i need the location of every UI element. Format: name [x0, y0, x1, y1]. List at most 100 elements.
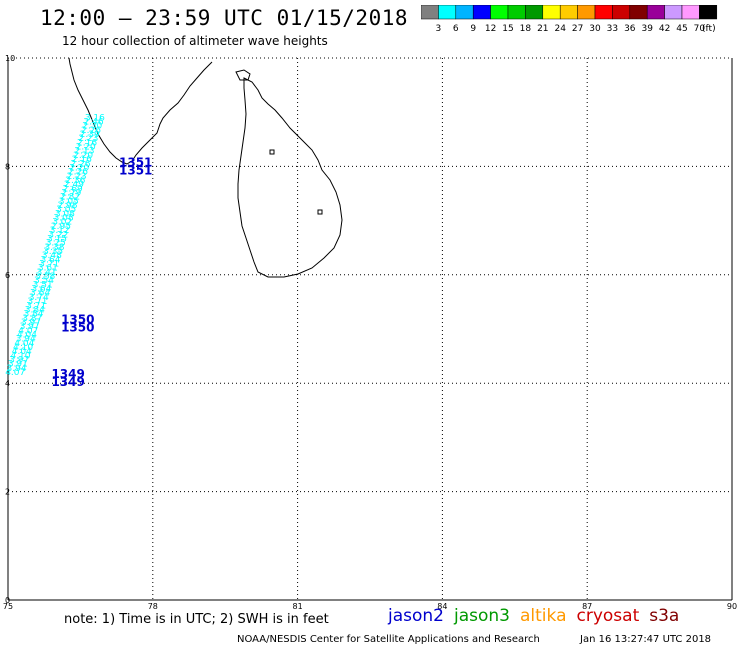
colorbar-label: 9: [470, 24, 476, 34]
pass-number-label: 1350: [61, 313, 94, 327]
colorbar-label: 45: [676, 24, 687, 34]
colorbar-label: 30: [589, 24, 601, 34]
swh-value: 3.97: [9, 356, 29, 366]
y-tick-label: 6: [5, 271, 10, 280]
x-tick-label: 84: [437, 602, 447, 610]
swh-value: 3.84: [25, 305, 45, 315]
swh-value: 3.15: [47, 234, 67, 244]
colorbar-label: 15: [502, 24, 513, 34]
colorbar-label: 21: [537, 24, 548, 34]
timestamp-text: Jan 16 13:27:47 UTC 2018: [580, 634, 712, 645]
swh-value: 3.64: [40, 255, 60, 265]
swh-value: 3.71: [26, 301, 46, 311]
swh-value: 4.04: [12, 347, 32, 357]
swh-value: 3.64: [31, 285, 51, 295]
colorbar-unit: (ft): [702, 24, 716, 34]
pass-number-label: 1349: [51, 367, 84, 381]
swh-value: 2.16: [72, 155, 92, 165]
swh-value: 2.26: [68, 168, 88, 178]
x-tick-label: 90: [727, 602, 737, 610]
altimeter-track: 3.162.462.302.262.392.232.162.202.132.20…: [5, 113, 105, 378]
coastline-india: [68, 57, 213, 165]
x-tick-label: 78: [148, 602, 158, 610]
swh-value: 3.12: [50, 226, 70, 236]
swh-value: 2.26: [70, 159, 90, 169]
legend-cryosat: cryosat: [576, 606, 640, 626]
colorbar-label: 24: [554, 24, 566, 34]
x-tick-label: 81: [293, 602, 303, 610]
swh-value: 3.05: [59, 197, 79, 207]
swh-value: 3.48: [42, 251, 62, 261]
pass-number-label: 1351: [119, 164, 152, 178]
pass-number-label: 1351: [119, 155, 152, 169]
colorbar-label: 42: [659, 24, 670, 34]
colorbar-label: 70: [694, 24, 706, 34]
colorbar-label: 36: [624, 24, 636, 34]
pass-number-label: 1350: [61, 321, 94, 335]
swh-value: 3.64: [30, 289, 50, 299]
swh-value: 3.35: [43, 247, 63, 257]
swh-value: 3.16: [85, 113, 105, 123]
swh-value: 3.97: [21, 318, 41, 328]
swh-value: 2.46: [84, 118, 104, 128]
swh-value: 3.22: [48, 230, 68, 240]
y-tick-label: 0: [5, 596, 10, 605]
swh-value: 3.84: [23, 310, 43, 320]
swh-value: 3.51: [33, 280, 53, 290]
swh-value: 3.97: [20, 322, 40, 332]
swh-value: 3.08: [54, 214, 74, 224]
swh-value: 2.23: [67, 172, 87, 182]
swh-value: 2.39: [80, 130, 100, 140]
swh-value: 2.36: [65, 176, 85, 186]
colorbar-label: 18: [520, 24, 532, 34]
map-grid: [7, 57, 733, 601]
colorbar-label: 3: [436, 24, 442, 34]
colorbar-label: 27: [572, 24, 583, 34]
y-tick-label: 4: [5, 379, 10, 388]
x-tick-label: 75: [3, 602, 13, 610]
page-subtitle: 12 hour collection of altimeter wave hei…: [62, 34, 328, 48]
swh-value: 3.02: [52, 218, 72, 228]
swh-value: 2.30: [82, 122, 102, 132]
swh-value: 3.38: [44, 243, 64, 253]
axis-labels: 75 78 81 84 87 90 0 2 4 6 8 10: [3, 54, 737, 610]
satellite-legend: jason2 jason3 altika cryosat s3a: [388, 606, 689, 626]
legend-jason3: jason3: [454, 606, 510, 626]
coastline-sri-lanka: [237, 77, 343, 278]
swh-value: 2.20: [76, 143, 96, 153]
swh-value: 3.08: [55, 209, 75, 219]
swh-value: 3.61: [38, 264, 58, 274]
swh-value: 4.04: [17, 330, 37, 340]
swh-value: 3.87: [22, 314, 42, 324]
swh-value: 2.20: [73, 151, 93, 161]
swh-value: 3.94: [16, 335, 36, 345]
coastline: [68, 57, 343, 278]
swh-value: 4.07: [5, 368, 25, 378]
swh-value: 2.69: [63, 184, 83, 194]
swh-value: 2.98: [57, 201, 77, 211]
colorbar-swatch: [699, 5, 718, 20]
legend-s3a: s3a: [649, 606, 680, 626]
colorbar-label: 6: [453, 24, 459, 34]
swh-value: 3.41: [37, 268, 57, 278]
legend-altika: altika: [520, 606, 567, 626]
swh-value: 3.74: [29, 293, 49, 303]
credit-text: NOAA/NESDIS Center for Satellite Applica…: [237, 634, 540, 645]
swh-value: 3.58: [35, 272, 55, 282]
y-tick-label: 10: [5, 54, 15, 63]
swh-value: 3.54: [34, 276, 54, 286]
y-tick-label: 2: [5, 488, 10, 497]
swh-value: 3.25: [46, 239, 66, 249]
swh-value: 2.26: [81, 126, 101, 136]
colorbar-label: 12: [485, 24, 496, 34]
y-tick-label: 8: [5, 162, 10, 171]
note-text: note: 1) Time is in UTC; 2) SWH is in fe…: [64, 612, 329, 627]
legend-jason2: jason2: [388, 606, 444, 626]
swh-value: 2.23: [78, 134, 98, 144]
swh-value: 4.10: [13, 343, 33, 353]
swh-value: 3.91: [8, 360, 28, 370]
pass-number-label: 1349: [51, 375, 84, 389]
swh-value: 3.05: [56, 205, 76, 215]
